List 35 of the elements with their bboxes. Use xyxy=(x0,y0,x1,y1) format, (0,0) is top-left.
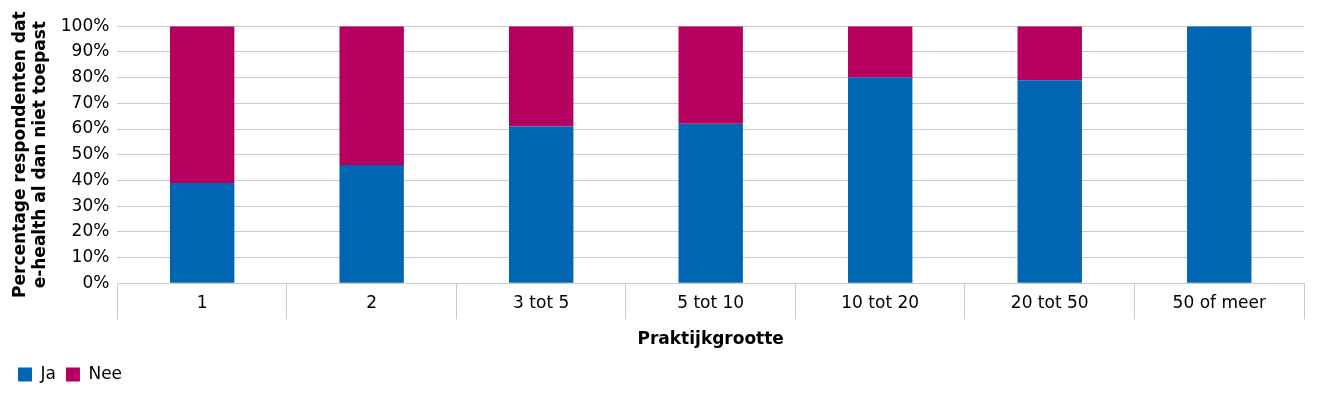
y-tick-label: 30% xyxy=(71,194,110,215)
y-tick-label: 90% xyxy=(71,40,110,61)
y-tick-label: 20% xyxy=(71,220,110,241)
x-tick-label: 3 tot 5 xyxy=(513,291,570,312)
legend-label: Ja xyxy=(39,362,56,383)
y-tick-label: 70% xyxy=(71,91,110,112)
y-tick-label: 0% xyxy=(82,271,110,292)
bar xyxy=(169,182,235,283)
bar xyxy=(508,26,574,127)
bar xyxy=(848,26,913,78)
bar xyxy=(339,26,404,165)
x-tick-label: 10 tot 20 xyxy=(841,291,920,312)
bar xyxy=(169,26,235,183)
y-tick-label: 50% xyxy=(71,143,110,164)
bar xyxy=(339,164,404,283)
bar xyxy=(1017,26,1082,81)
bar xyxy=(678,26,743,124)
y-tick-label: 40% xyxy=(71,168,110,189)
x-tick-label: 5 tot 10 xyxy=(677,291,745,312)
y-tick-label: 100% xyxy=(60,14,110,35)
x-tick-label: 50 of meer xyxy=(1172,291,1266,312)
bar xyxy=(1017,80,1082,283)
bar xyxy=(508,126,574,283)
x-tick-label: 2 xyxy=(366,291,378,312)
bar xyxy=(1187,26,1252,283)
y-axis-title: Percentage respondenten dat e-health al dan niet toepast xyxy=(8,11,50,298)
y-tick-label: 10% xyxy=(71,245,110,266)
x-axis-title: Praktijkgrootte xyxy=(637,328,784,349)
bar xyxy=(678,123,743,283)
x-tick-label: 1 xyxy=(196,291,208,312)
x-tick-label: 20 tot 50 xyxy=(1010,291,1089,312)
y-tick-label: 80% xyxy=(71,66,110,87)
bar xyxy=(848,77,913,283)
legend-label: Nee xyxy=(88,362,123,383)
y-tick-label: 60% xyxy=(71,117,110,138)
